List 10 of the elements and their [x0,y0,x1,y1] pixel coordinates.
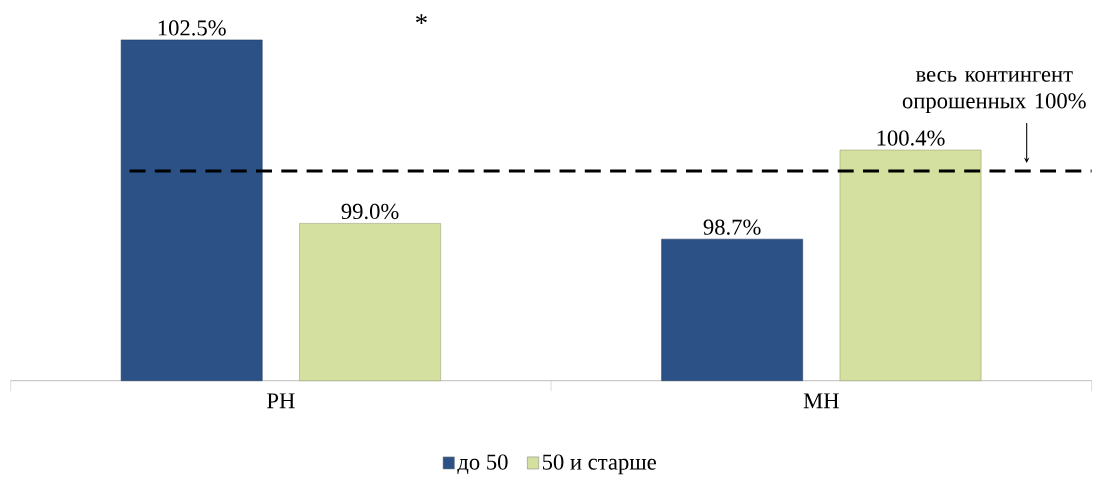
x-tick-label: МН [803,393,839,409]
data-label: 98.7% [703,219,761,235]
text: * [416,14,427,25]
legend-label: 50 и старше [542,454,656,475]
ref-line-label: весь контингент опрошенных 100% [902,71,1086,114]
data-label: 99.0% [341,203,399,220]
data-label: 100.4% [877,130,945,146]
data-label: 102.5% [158,20,226,36]
x-tick-label: РН [267,393,295,409]
legend-label: до 50 [457,454,508,474]
